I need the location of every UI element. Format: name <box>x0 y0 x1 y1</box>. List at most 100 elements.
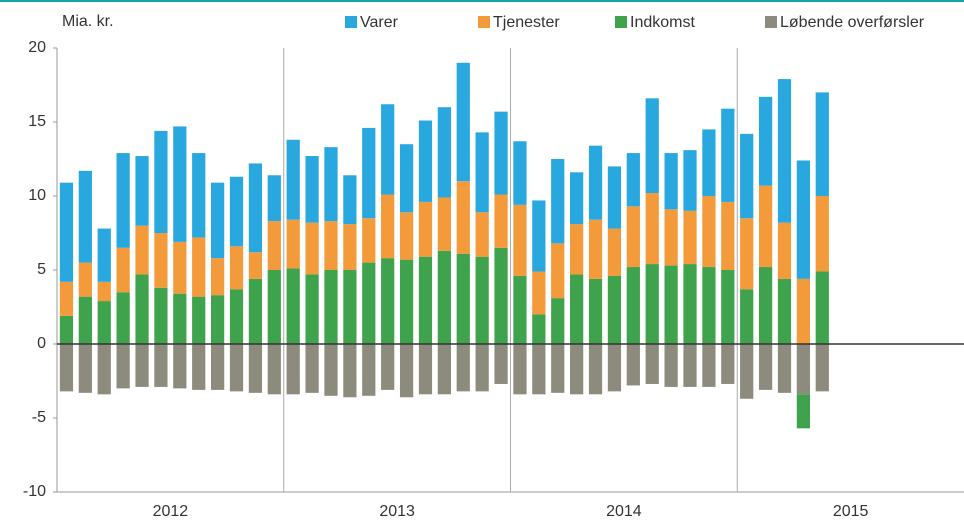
bar-segment <box>570 224 584 275</box>
bar-segment <box>758 267 773 344</box>
bar-segment <box>570 344 584 395</box>
bar-segment <box>796 344 810 395</box>
bar-segment <box>116 153 130 248</box>
bar-segment <box>664 344 678 387</box>
bar-segment <box>626 344 640 386</box>
bar-segment <box>607 344 622 392</box>
bar-segment <box>456 253 470 344</box>
bar-segment <box>211 182 225 259</box>
bar-segment <box>588 145 603 220</box>
y-tick-label: 5 <box>37 261 46 278</box>
bar-segment <box>456 181 470 254</box>
bar-segment <box>399 212 414 260</box>
bar-segment <box>740 344 754 399</box>
bar-segment <box>475 212 489 257</box>
bar-segment <box>777 344 792 393</box>
bar-segment <box>324 344 338 396</box>
bar-segment <box>551 243 565 299</box>
bar-segment <box>740 133 754 219</box>
bar-segment <box>229 289 244 344</box>
bar-segment <box>324 221 338 270</box>
bar-segment <box>777 278 792 344</box>
bar-segment <box>229 176 244 247</box>
bar-segment <box>78 344 92 393</box>
bar-segment <box>645 193 659 265</box>
bar-segment <box>494 344 508 384</box>
bar-segment <box>513 275 527 344</box>
bar-segment <box>815 196 829 272</box>
bar-segment <box>475 132 489 213</box>
bar-segment <box>532 200 546 272</box>
bar-segment <box>362 262 376 344</box>
y-tick-label: 10 <box>28 187 46 204</box>
bar-segment <box>305 274 319 344</box>
bar-segment <box>702 267 716 344</box>
bar-segment <box>305 344 319 393</box>
bar-segment <box>683 210 697 265</box>
bar-segment <box>740 218 754 290</box>
bar-segment <box>78 262 92 297</box>
bar-segment <box>59 182 74 282</box>
bar-segment <box>248 163 263 253</box>
bar-segment <box>683 344 697 387</box>
bar-segment <box>324 270 338 344</box>
bar-segment <box>702 196 716 268</box>
bar-segment <box>399 144 414 213</box>
bar-segment <box>588 278 603 344</box>
bar-segment <box>437 250 451 344</box>
bar-segment <box>343 224 357 270</box>
bar-segment <box>456 344 470 392</box>
bar-segment <box>570 274 584 344</box>
bar-segment <box>626 153 640 207</box>
y-tick-label: -10 <box>23 483 46 500</box>
bar-segment <box>59 281 74 316</box>
bar-segment <box>135 225 149 275</box>
bar-segment <box>418 256 433 344</box>
bar-segment <box>607 166 622 229</box>
y-tick-label: 15 <box>28 113 46 130</box>
top-rule <box>0 0 964 2</box>
bar-segment <box>362 127 376 219</box>
bar-segment <box>702 344 716 387</box>
bar-segment <box>305 156 319 223</box>
y-tick-label: -5 <box>32 409 46 426</box>
bar-segment <box>154 344 168 387</box>
bar-segment <box>815 271 829 344</box>
x-tick-label: 2013 <box>379 503 415 520</box>
bar-segment <box>758 344 773 390</box>
bar-segment <box>588 219 603 279</box>
legend-swatch <box>765 16 777 28</box>
y-tick-label: 0 <box>37 335 46 352</box>
bar-segment <box>740 289 754 344</box>
bar-segment <box>362 344 376 396</box>
bar-segment <box>777 222 792 279</box>
bar-segment <box>305 222 319 275</box>
bar-segment <box>721 201 735 270</box>
bar-segment <box>437 197 451 251</box>
bar-segment <box>815 344 829 392</box>
bar-segment <box>59 344 74 392</box>
legend-swatch <box>615 16 627 28</box>
bar-segment <box>173 293 187 344</box>
bar-segment <box>97 344 111 395</box>
bar-segment <box>399 259 414 344</box>
bar-segment <box>173 126 187 242</box>
bar-segment <box>286 139 300 220</box>
bar-segment <box>437 107 451 198</box>
bar-segment <box>607 275 622 344</box>
bar-segment <box>381 258 395 344</box>
legend-label: Tjenester <box>493 14 560 31</box>
bar-segment <box>532 271 546 315</box>
bar-segment <box>229 246 244 290</box>
y-tick-label: 20 <box>28 39 46 56</box>
bar-segment <box>211 344 225 390</box>
bar-segment <box>494 194 508 248</box>
bar-segment <box>437 344 451 395</box>
bar-segment <box>626 206 640 268</box>
bar-segment <box>267 221 281 270</box>
bar-segment <box>267 175 281 222</box>
legend-swatch <box>345 16 357 28</box>
bar-segment <box>551 159 565 244</box>
bar-segment <box>418 120 433 202</box>
